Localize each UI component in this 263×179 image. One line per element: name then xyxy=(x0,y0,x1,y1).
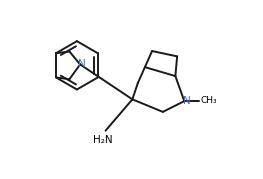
Text: CH₃: CH₃ xyxy=(201,96,218,105)
Text: H₂N: H₂N xyxy=(93,135,113,145)
Text: N: N xyxy=(183,96,190,106)
Text: N: N xyxy=(78,59,85,69)
